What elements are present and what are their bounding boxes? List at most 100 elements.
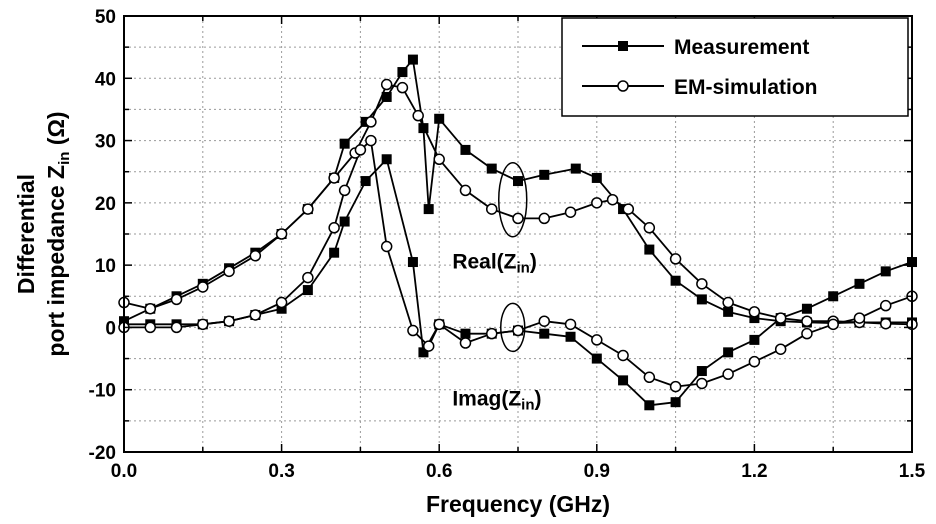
legend-label-em-simulation: EM-simulation <box>674 76 818 99</box>
y-tick-labels: -20 -10 0 10 20 30 40 50 <box>89 7 116 464</box>
em-simulation-imag-point <box>774 343 787 355</box>
em-simulation-real-point <box>538 212 551 225</box>
em-simulation-imag-point <box>365 134 377 147</box>
measurement-imag-point <box>644 400 655 411</box>
measurement-imag-point <box>418 347 429 358</box>
measurement-imag-point <box>460 328 471 339</box>
measurement-real-point <box>723 306 734 317</box>
em-simulation-imag-point <box>591 334 603 346</box>
em-simulation-real-point <box>622 203 635 215</box>
em-simulation-real-point <box>275 228 288 240</box>
em-simulation-real-point <box>365 116 377 128</box>
em-simulation-real-point <box>396 81 409 94</box>
measurement-imag-point <box>329 247 340 258</box>
y-tick-label: 0 <box>105 318 116 339</box>
em-simulation-real-point <box>328 172 340 184</box>
imag-zin-ellipse <box>499 302 526 353</box>
y-tick-label: -20 <box>89 443 116 464</box>
measurement-imag-point <box>276 303 287 314</box>
em-simulation-imag-point <box>748 355 761 368</box>
measurement-real-point <box>460 144 471 155</box>
em-simulation-imag-point <box>512 324 524 337</box>
em-simulation-imag-point <box>485 327 498 340</box>
em-simulation-imag-line <box>124 139 913 388</box>
measurement-real-point <box>513 176 523 187</box>
real-label-subscript: in <box>517 259 530 276</box>
em-simulation-real-point <box>144 302 157 315</box>
em-simulation-imag-point <box>354 144 367 156</box>
measurement-imag-point <box>618 375 629 386</box>
em-simulation-imag-point <box>853 312 866 324</box>
em-simulation-imag-point <box>302 271 314 284</box>
measurement-imag-point <box>801 303 812 314</box>
measurement-real-point <box>434 113 445 124</box>
measurement-imag-point <box>880 266 891 277</box>
measurement-imag-point <box>302 285 313 296</box>
measurement-real-point <box>486 163 497 174</box>
measurement-real-point <box>696 294 707 305</box>
em-simulation-imag-point <box>338 184 351 197</box>
imag-label-subscript: in <box>521 396 534 413</box>
em-simulation-real-point <box>643 222 656 234</box>
imag-label-prefix: Imag(Z <box>452 387 521 410</box>
measurement-imag-point <box>381 154 392 165</box>
em-simulation-imag-point <box>170 321 183 334</box>
em-simulation-imag-point <box>643 371 656 384</box>
legend-box <box>561 17 909 117</box>
y-axis-title-prefix: port impedance Z <box>43 165 69 357</box>
legend-marker-open-circle <box>617 80 629 92</box>
em-simulation-real-point <box>801 315 813 327</box>
em-simulation-real-point <box>170 293 183 306</box>
y-tick-label: 20 <box>95 194 116 215</box>
em-simulation-imag-point <box>422 340 435 352</box>
em-simulation-real-point <box>774 312 787 324</box>
x-tick-label: 0.6 <box>426 461 452 482</box>
measurement-imag-point <box>696 366 707 377</box>
em-simulation-imag-point <box>617 349 629 362</box>
em-simulation-imag-point <box>879 299 892 312</box>
measurement-real-point <box>339 138 350 149</box>
measurement-real-point <box>591 172 602 183</box>
em-simulation-imag-point <box>722 368 734 380</box>
real-zin-ellipse <box>497 161 528 238</box>
em-simulation-imag-point <box>669 380 682 393</box>
y-tick-label: 50 <box>95 7 116 28</box>
legend-marker-filled-square <box>618 41 628 51</box>
measurement-real-point <box>644 244 655 255</box>
em-simulation-imag-point <box>801 327 813 340</box>
x-tick-label: 0.3 <box>268 461 294 482</box>
real-zin-label: Real(Zin) <box>452 250 537 276</box>
measurement-imag-point <box>854 278 865 289</box>
em-simulation-imag-point <box>249 309 262 321</box>
imag-zin-label: Imag(Zin) <box>452 387 541 413</box>
em-simulation-imag-point <box>696 377 708 390</box>
em-simulation-real-line <box>123 83 913 326</box>
axis-ticks <box>123 15 913 453</box>
y-axis-title: Differential port impedance Zin (Ω) <box>13 111 73 356</box>
em-simulation-real-point <box>380 78 393 91</box>
y-axis-title-line1: Differential <box>13 174 39 294</box>
em-simulation-real-point <box>512 212 524 225</box>
measurement-imag-point <box>749 334 760 345</box>
y-tick-label: 30 <box>95 132 116 153</box>
measurement-real-point <box>539 169 550 180</box>
imag-label-suffix: ) <box>535 387 542 410</box>
measurement-real-point <box>570 163 581 174</box>
em-simulation-real-point <box>197 281 209 293</box>
em-simulation-real-point <box>485 203 498 215</box>
measurement-real-point <box>423 204 434 215</box>
x-tick-label: 1.2 <box>741 461 767 482</box>
measurement-real-point <box>381 91 392 102</box>
y-axis-title-subscript: in <box>56 152 73 165</box>
em-simulation-imag-point <box>433 318 445 331</box>
measurement-imag-point <box>723 347 734 358</box>
measurement-real-point <box>670 275 681 286</box>
em-simulation-imag-point <box>380 240 393 253</box>
real-label-prefix: Real(Z <box>452 250 516 273</box>
em-simulation-real-point <box>879 317 892 330</box>
em-simulation-real-point <box>606 193 619 206</box>
em-simulation-imag-point <box>564 318 577 331</box>
em-simulation-imag-point <box>223 315 235 327</box>
em-simulation-imag-point <box>197 318 209 331</box>
em-simulation-imag-point <box>328 222 340 234</box>
